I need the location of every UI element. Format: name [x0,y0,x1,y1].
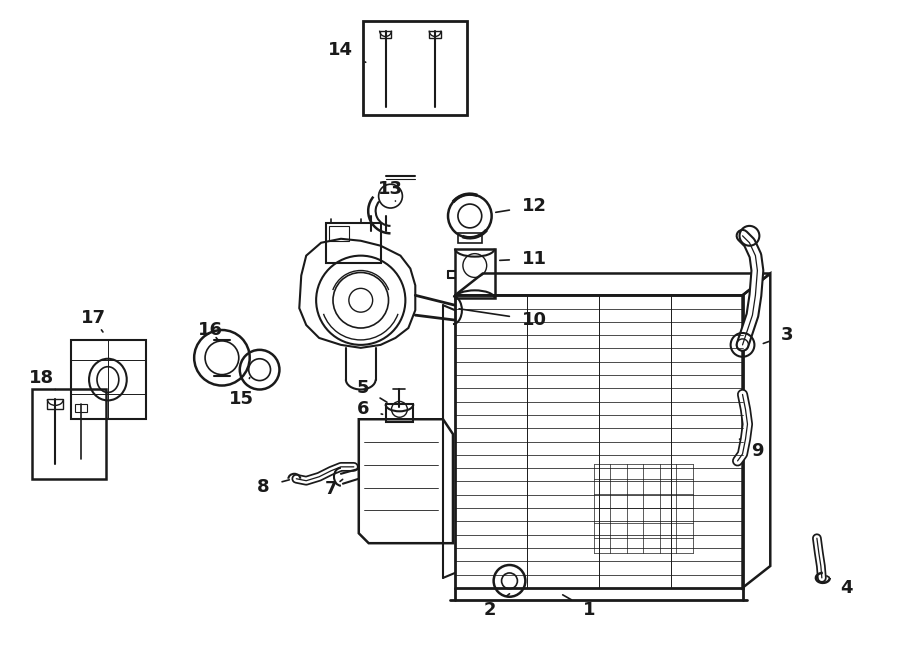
Text: 14: 14 [328,42,365,62]
Bar [329,226,349,241]
Text: 8: 8 [257,478,289,496]
Text: 1: 1 [562,595,595,619]
Text: 11: 11 [500,250,547,268]
Text: 3: 3 [763,326,794,344]
Bar [363,20,467,115]
Bar [71,340,146,419]
Text: 15: 15 [230,377,255,408]
Text: 5: 5 [356,379,387,402]
Bar [380,30,392,38]
Text: 2: 2 [483,594,509,619]
Text: 10: 10 [459,309,547,329]
Bar [429,30,441,38]
Bar [32,389,106,479]
Text: 9: 9 [740,439,763,460]
Bar [76,405,87,412]
Bar [385,405,413,422]
Bar [455,295,742,588]
Text: 12: 12 [496,197,547,215]
Text: 18: 18 [29,369,55,389]
Bar [326,223,381,262]
Bar [455,249,495,298]
Text: 16: 16 [197,321,222,340]
Text: 6: 6 [356,401,382,418]
Text: 13: 13 [378,180,403,201]
Bar [48,399,63,409]
Text: 17: 17 [80,309,105,332]
Text: 7: 7 [325,479,343,498]
Text: 4: 4 [827,576,853,597]
Bar [458,233,482,243]
